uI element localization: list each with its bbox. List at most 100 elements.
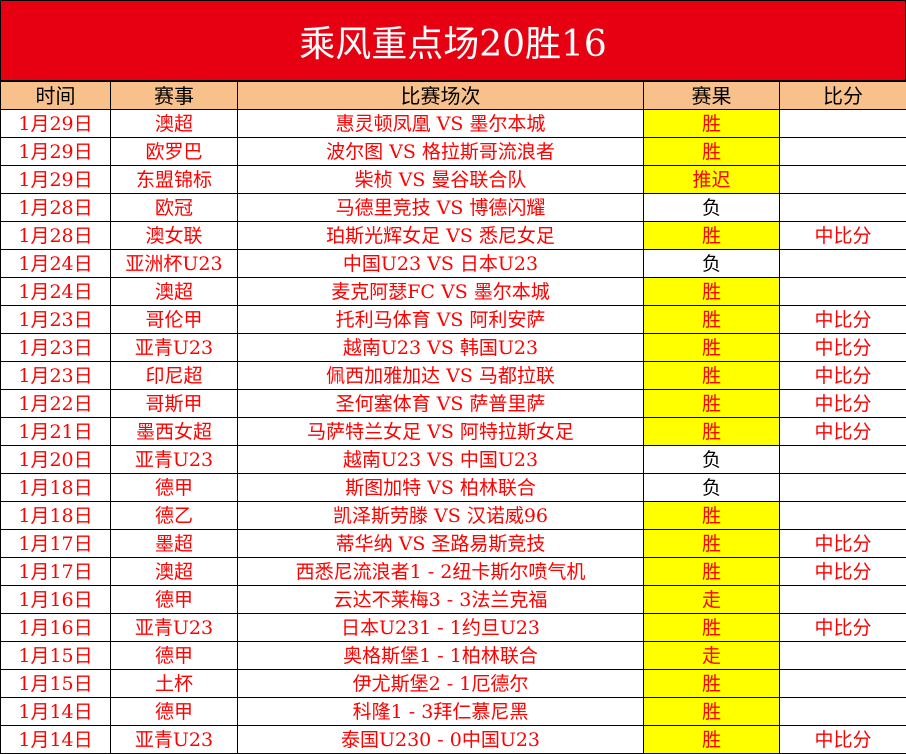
- date-cell: 1月15日: [1, 642, 111, 670]
- league-cell: 亚青U23: [111, 446, 238, 474]
- match-cell: 奥格斯堡1 - 1柏林联合: [238, 642, 644, 670]
- header-time: 时间: [1, 82, 111, 110]
- table-row: 1月17日墨超蒂华纳 VS 圣路易斯竞技胜中比分: [1, 530, 906, 558]
- league-cell: 德乙: [111, 502, 238, 530]
- match-cell: 麦克阿瑟FC VS 墨尔本城: [238, 278, 644, 306]
- match-cell: 马萨特兰女足 VS 阿特拉斯女足: [238, 418, 644, 446]
- match-cell: 圣何塞体育 VS 萨普里萨: [238, 390, 644, 418]
- match-cell: 越南U23 VS 韩国U23: [238, 334, 644, 362]
- result-cell: 胜: [644, 418, 780, 446]
- date-cell: 1月24日: [1, 278, 111, 306]
- result-cell: 胜: [644, 222, 780, 250]
- result-cell: 胜: [644, 334, 780, 362]
- table-row: 1月16日德甲云达不莱梅3 - 3法兰克福走: [1, 586, 906, 614]
- score-cell: 中比分: [780, 334, 906, 362]
- date-cell: 1月24日: [1, 250, 111, 278]
- table-row: 1月18日德甲斯图加特 VS 柏林联合负: [1, 474, 906, 502]
- league-cell: 土杯: [111, 670, 238, 698]
- match-cell: 伊尤斯堡2 - 1厄德尔: [238, 670, 644, 698]
- header-result: 赛果: [644, 82, 780, 110]
- league-cell: 澳女联: [111, 222, 238, 250]
- score-cell: [780, 474, 906, 502]
- score-cell: 中比分: [780, 222, 906, 250]
- result-cell: 胜: [644, 306, 780, 334]
- date-cell: 1月17日: [1, 530, 111, 558]
- result-cell: 胜: [644, 502, 780, 530]
- date-cell: 1月14日: [1, 698, 111, 726]
- date-cell: 1月14日: [1, 726, 111, 754]
- date-cell: 1月29日: [1, 110, 111, 138]
- result-cell: 胜: [644, 558, 780, 586]
- date-cell: 1月28日: [1, 194, 111, 222]
- score-cell: 中比分: [780, 362, 906, 390]
- result-cell: 负: [644, 194, 780, 222]
- league-cell: 墨西女超: [111, 418, 238, 446]
- result-cell: 胜: [644, 110, 780, 138]
- date-cell: 1月17日: [1, 558, 111, 586]
- match-cell: 科隆1 - 3拜仁慕尼黑: [238, 698, 644, 726]
- score-cell: [780, 670, 906, 698]
- league-cell: 欧冠: [111, 194, 238, 222]
- date-cell: 1月28日: [1, 222, 111, 250]
- match-cell: 惠灵顿凤凰 VS 墨尔本城: [238, 110, 644, 138]
- score-cell: 中比分: [780, 418, 906, 446]
- result-cell: 胜: [644, 362, 780, 390]
- match-cell: 马德里竞技 VS 博德闪耀: [238, 194, 644, 222]
- score-cell: [780, 698, 906, 726]
- league-cell: 澳超: [111, 110, 238, 138]
- result-cell: 走: [644, 642, 780, 670]
- table-row: 1月28日欧冠马德里竞技 VS 博德闪耀负: [1, 194, 906, 222]
- league-cell: 澳超: [111, 558, 238, 586]
- table-row: 1月24日澳超麦克阿瑟FC VS 墨尔本城胜: [1, 278, 906, 306]
- match-cell: 越南U23 VS 中国U23: [238, 446, 644, 474]
- score-cell: 中比分: [780, 558, 906, 586]
- score-cell: [780, 642, 906, 670]
- league-cell: 亚洲杯U23: [111, 250, 238, 278]
- table-row: 1月29日欧罗巴波尔图 VS 格拉斯哥流浪者胜: [1, 138, 906, 166]
- league-cell: 哥斯甲: [111, 390, 238, 418]
- table-row: 1月29日澳超惠灵顿凤凰 VS 墨尔本城胜: [1, 110, 906, 138]
- match-cell: 柴桢 VS 曼谷联合队: [238, 166, 644, 194]
- header-score: 比分: [780, 82, 906, 110]
- score-cell: 中比分: [780, 306, 906, 334]
- result-cell: 胜: [644, 138, 780, 166]
- table-row: 1月23日哥伦甲托利马体育 VS 阿利安萨胜中比分: [1, 306, 906, 334]
- score-cell: [780, 502, 906, 530]
- league-cell: 印尼超: [111, 362, 238, 390]
- date-cell: 1月18日: [1, 474, 111, 502]
- table-row: 1月15日德甲奥格斯堡1 - 1柏林联合走: [1, 642, 906, 670]
- date-cell: 1月16日: [1, 586, 111, 614]
- match-cell: 云达不莱梅3 - 3法兰克福: [238, 586, 644, 614]
- match-cell: 波尔图 VS 格拉斯哥流浪者: [238, 138, 644, 166]
- date-cell: 1月20日: [1, 446, 111, 474]
- match-cell: 蒂华纳 VS 圣路易斯竞技: [238, 530, 644, 558]
- date-cell: 1月18日: [1, 502, 111, 530]
- date-cell: 1月15日: [1, 670, 111, 698]
- match-cell: 中国U23 VS 日本U23: [238, 250, 644, 278]
- league-cell: 墨超: [111, 530, 238, 558]
- table-row: 1月14日德甲科隆1 - 3拜仁慕尼黑胜: [1, 698, 906, 726]
- result-cell: 胜: [644, 670, 780, 698]
- result-cell: 胜: [644, 390, 780, 418]
- league-cell: 澳超: [111, 278, 238, 306]
- table-row: 1月15日土杯伊尤斯堡2 - 1厄德尔胜: [1, 670, 906, 698]
- match-cell: 珀斯光辉女足 VS 悉尼女足: [238, 222, 644, 250]
- table-row: 1月29日东盟锦标柴桢 VS 曼谷联合队推迟: [1, 166, 906, 194]
- match-cell: 佩西加雅加达 VS 马都拉联: [238, 362, 644, 390]
- table-row: 1月17日澳超西悉尼流浪者1 - 2纽卡斯尔喷气机胜中比分: [1, 558, 906, 586]
- match-cell: 泰国U230 - 0中国U23: [238, 726, 644, 754]
- result-cell: 走: [644, 586, 780, 614]
- league-cell: 德甲: [111, 698, 238, 726]
- league-cell: 亚青U23: [111, 614, 238, 642]
- match-cell: 西悉尼流浪者1 - 2纽卡斯尔喷气机: [238, 558, 644, 586]
- table-row: 1月22日哥斯甲圣何塞体育 VS 萨普里萨胜中比分: [1, 390, 906, 418]
- date-cell: 1月23日: [1, 306, 111, 334]
- score-cell: 中比分: [780, 726, 906, 754]
- score-cell: [780, 446, 906, 474]
- date-cell: 1月23日: [1, 334, 111, 362]
